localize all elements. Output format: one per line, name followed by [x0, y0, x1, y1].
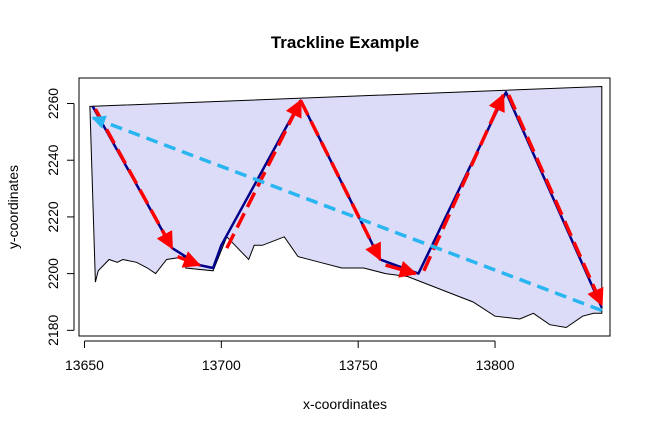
x-axis: 13650 13700 13750 13800 [65, 340, 515, 373]
segment-arrow [422, 93, 505, 272]
segment-arrow [225, 99, 303, 249]
y-axis-label: y-coordinates [5, 165, 21, 249]
plot-frame [78, 77, 611, 337]
x-tick-label: 13700 [202, 357, 241, 373]
segment-arrow [385, 260, 418, 278]
x-axis-label: x-coordinates [303, 396, 387, 412]
y-axis: 2180 2200 2220 2240 2260 [45, 88, 75, 346]
plot-area [89, 85, 604, 329]
segment-arrow [299, 99, 382, 262]
segment-arrow [507, 94, 604, 307]
transit-arrow [91, 115, 603, 313]
x-tick-label: 13800 [476, 357, 515, 373]
y-tick-label: 2260 [45, 88, 61, 119]
segment-arrow [176, 251, 202, 268]
survey-polygon [89, 85, 603, 329]
chart-title: Trackline Example [271, 33, 419, 52]
y-tick-label: 2200 [45, 258, 61, 289]
y-tick-label: 2240 [45, 144, 61, 175]
x-tick-label: 13650 [65, 357, 104, 373]
segment-arrow [93, 108, 174, 250]
y-tick-label: 2220 [45, 201, 61, 232]
y-tick-label: 2180 [45, 315, 61, 346]
x-tick-label: 13750 [339, 357, 378, 373]
